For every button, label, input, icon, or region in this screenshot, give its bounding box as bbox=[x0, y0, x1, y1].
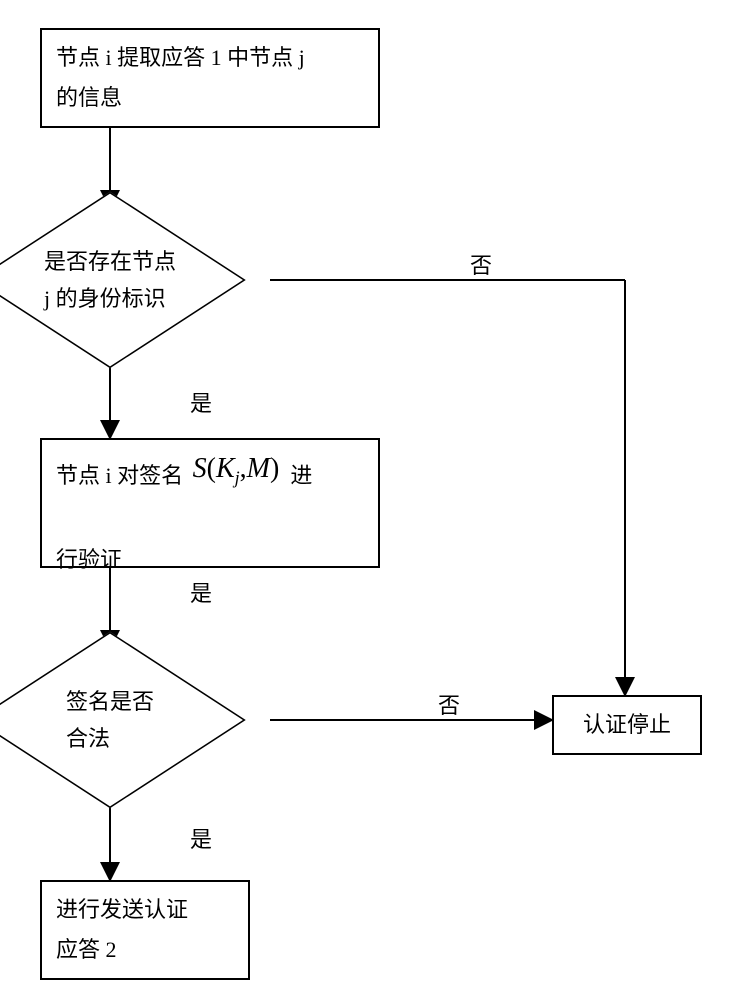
node-verify-signature: 节点 i 对签名 S(Kj,M) 进 行验证 bbox=[40, 438, 380, 568]
d1-line1: 是否存在节点 bbox=[44, 249, 176, 274]
b1-line1: 节点 i 提取应答 1 中节点 j的信息 bbox=[56, 45, 305, 110]
node-send-response-2: 进行发送认证 应答 2 bbox=[40, 880, 250, 980]
b3b-text1: 进 bbox=[290, 463, 312, 488]
node-extract-info: 节点 i 提取应答 1 中节点 j的信息 bbox=[40, 28, 380, 128]
decision-signature-valid-text: 签名是否 合法 bbox=[0, 624, 250, 816]
b3a-text: 节点 i 对签名 bbox=[56, 463, 183, 488]
b5-text: 认证停止 bbox=[583, 705, 671, 745]
node-auth-stop: 认证停止 bbox=[552, 695, 702, 755]
decision-identity-exists-text: 是否存在节点 j 的身份标识 bbox=[0, 184, 250, 376]
node-extract-info-text: 节点 i 提取应答 1 中节点 j的信息 bbox=[56, 38, 305, 117]
label-yes-3: 是 bbox=[190, 822, 212, 854]
label-no-2: 否 bbox=[438, 688, 460, 720]
label-yes-1: 是 bbox=[190, 386, 212, 418]
signature-formula: S(Kj,M) bbox=[193, 453, 287, 484]
d2-line2: 合法 bbox=[66, 726, 110, 751]
b3b-text2: 行验证 bbox=[56, 547, 122, 572]
label-no-1: 否 bbox=[470, 248, 492, 280]
d2-line1: 签名是否 bbox=[66, 689, 154, 714]
label-yes-2: 是 bbox=[190, 576, 212, 608]
b6-line2: 应答 2 bbox=[56, 937, 117, 962]
b6-line1: 进行发送认证 bbox=[56, 897, 188, 922]
d1-line2: j 的身份标识 bbox=[44, 286, 166, 311]
